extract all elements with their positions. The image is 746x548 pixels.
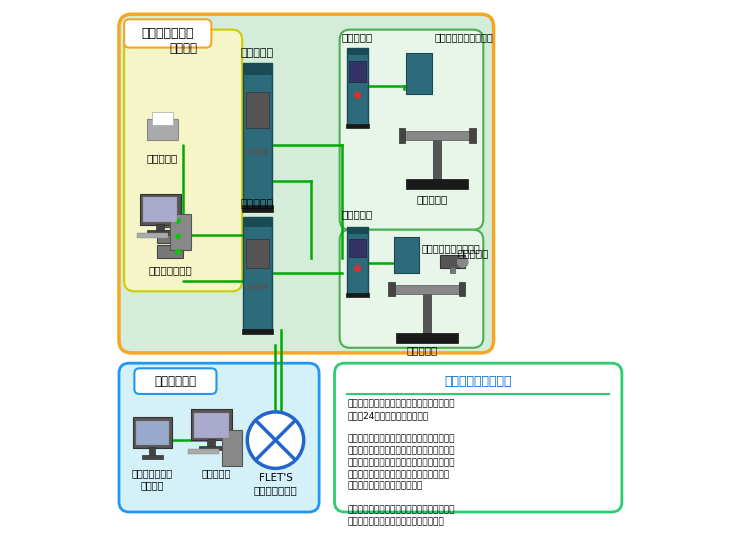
Circle shape <box>247 412 304 469</box>
Text: 定期管理サーバ: 定期管理サーバ <box>148 266 192 276</box>
Bar <box>394 237 419 273</box>
Bar <box>142 455 163 459</box>
Text: 利用者からのお問合せに対して、コールセン
ターが24時間待機しています。

監視カメラによる遠隔監視を行っています。
機器にトラブルが発生したときには、遠隔操
: 利用者からのお問合せに対して、コールセン ターが24時間待機しています。 監視カ… <box>348 399 455 526</box>
Bar <box>245 239 269 268</box>
Bar <box>349 238 366 257</box>
Bar <box>245 92 269 128</box>
Bar <box>243 217 272 330</box>
FancyBboxPatch shape <box>124 19 211 48</box>
Circle shape <box>354 265 360 272</box>
Text: 定期登録機: 定期登録機 <box>147 153 178 163</box>
Bar <box>407 53 432 94</box>
FancyBboxPatch shape <box>134 368 216 394</box>
Text: 入口認証機: 入口認証機 <box>342 32 373 42</box>
Circle shape <box>176 235 180 238</box>
Circle shape <box>354 92 360 99</box>
Bar <box>170 214 191 250</box>
Bar <box>348 48 368 124</box>
Text: 駐輪精算機: 駐輪精算機 <box>241 48 274 58</box>
Circle shape <box>458 257 468 267</box>
Bar <box>450 267 455 273</box>
Circle shape <box>263 150 266 154</box>
Text: 自転車・バイク判別部: 自転車・バイク判別部 <box>435 32 493 42</box>
Text: 入口ゲート: 入口ゲート <box>416 194 448 204</box>
Bar <box>243 63 272 207</box>
Bar <box>396 333 458 342</box>
Bar <box>222 430 242 466</box>
Text: カメラシステム
モニター: カメラシステム モニター <box>132 469 173 490</box>
Circle shape <box>248 285 252 289</box>
Bar <box>157 245 183 258</box>
Text: 管理センターの対応: 管理センターの対応 <box>445 375 512 387</box>
Text: 自転車・バイク判別部: 自転車・バイク判別部 <box>421 243 480 253</box>
Circle shape <box>256 150 260 154</box>
Circle shape <box>176 250 180 254</box>
Bar <box>242 329 273 334</box>
Bar <box>142 197 178 222</box>
Bar <box>137 233 168 238</box>
Circle shape <box>176 219 180 223</box>
Bar <box>156 224 164 231</box>
Circle shape <box>256 285 260 289</box>
Bar <box>198 446 225 450</box>
Bar <box>242 205 273 213</box>
Bar <box>136 421 169 446</box>
Bar <box>140 194 181 225</box>
FancyBboxPatch shape <box>334 363 622 512</box>
Bar <box>194 413 229 437</box>
Bar <box>433 135 441 181</box>
Bar <box>147 119 178 140</box>
Text: ゲート式駐輪場: ゲート式駐輪場 <box>142 27 194 39</box>
FancyBboxPatch shape <box>124 30 242 292</box>
Text: 管理人室: 管理人室 <box>169 42 197 55</box>
Bar <box>349 61 366 82</box>
Bar <box>133 417 172 448</box>
FancyBboxPatch shape <box>339 30 483 230</box>
Circle shape <box>248 150 252 154</box>
FancyBboxPatch shape <box>339 230 483 348</box>
Bar <box>243 63 272 75</box>
Bar <box>346 124 369 128</box>
Bar <box>346 293 369 296</box>
Bar <box>188 449 219 454</box>
Bar <box>157 214 183 227</box>
Bar <box>149 447 155 455</box>
Bar <box>389 282 395 296</box>
Bar <box>401 131 473 140</box>
Bar <box>348 48 368 54</box>
Bar <box>207 439 216 447</box>
Text: 定期更新機: 定期更新機 <box>241 199 274 209</box>
Bar <box>191 409 232 440</box>
Text: 出口認証機: 出口認証機 <box>342 209 373 220</box>
FancyBboxPatch shape <box>119 363 319 512</box>
Text: 管理サーバ: 管理サーバ <box>202 469 231 478</box>
Bar <box>460 282 466 296</box>
Bar <box>348 227 368 232</box>
Text: 監視カメラ: 監視カメラ <box>458 248 489 258</box>
Text: FLET'S
アクセスポート: FLET'S アクセスポート <box>254 473 298 495</box>
Bar <box>157 230 183 243</box>
Text: 出口ゲート: 出口ゲート <box>406 345 437 355</box>
Bar <box>348 227 368 294</box>
Bar <box>391 284 463 294</box>
Bar <box>469 128 476 142</box>
Bar <box>147 230 173 235</box>
Bar <box>398 128 405 142</box>
Circle shape <box>263 285 266 289</box>
Bar <box>243 217 272 226</box>
Bar <box>407 179 468 189</box>
Bar <box>152 112 173 124</box>
Text: 管理センター: 管理センター <box>154 375 196 387</box>
Bar <box>423 289 431 335</box>
Bar <box>439 255 466 268</box>
FancyBboxPatch shape <box>119 14 494 353</box>
